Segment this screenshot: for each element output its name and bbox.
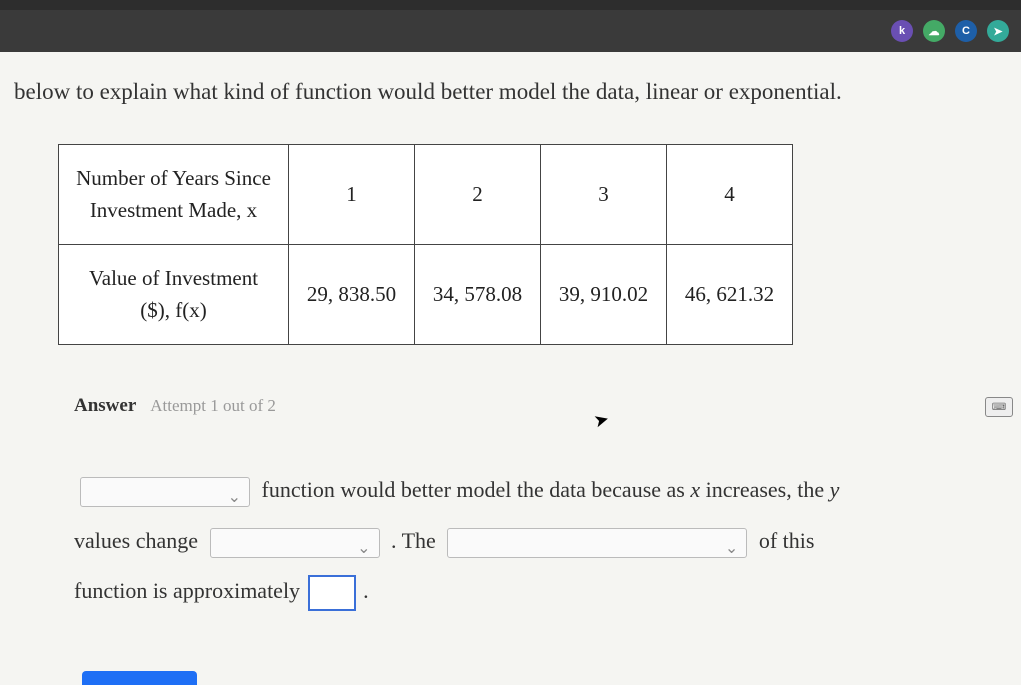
dropdown-function-type[interactable] — [80, 477, 250, 507]
fx-value-2: 34, 578.08 — [415, 245, 541, 345]
sentence-text: . The — [391, 528, 436, 553]
extension-icon-c[interactable]: C — [955, 20, 977, 42]
answer-section: Answer Attempt 1 out of 2 function would… — [74, 395, 1007, 617]
variable-x: x — [690, 477, 700, 502]
sentence-text: . — [363, 578, 369, 603]
attempt-counter: Attempt 1 out of 2 — [150, 396, 276, 415]
row-header-fx: Value of Investment ($), f(x) — [59, 245, 289, 345]
x-value-2: 2 — [415, 145, 541, 245]
page-content: below to explain what kind of function w… — [0, 52, 1021, 685]
fx-value-3: 39, 910.02 — [541, 245, 667, 345]
table-row: Number of Years Since Investment Made, x… — [59, 145, 793, 245]
sentence-text: values change — [74, 528, 198, 553]
x-value-1: 1 — [289, 145, 415, 245]
browser-chrome-top — [0, 0, 1021, 10]
extension-icon-cloud[interactable]: ☁ — [923, 20, 945, 42]
fx-value-1: 29, 838.50 — [289, 245, 415, 345]
fx-value-4: 46, 621.32 — [667, 245, 793, 345]
x-value-3: 3 — [541, 145, 667, 245]
row-header-x: Number of Years Since Investment Made, x — [59, 145, 289, 245]
x-value-4: 4 — [667, 145, 793, 245]
sentence-text: function is approximately — [74, 578, 300, 603]
sentence-text: function would better model the data bec… — [262, 477, 685, 502]
dropdown-change-type[interactable] — [210, 528, 380, 558]
table-row: Value of Investment ($), f(x) 29, 838.50… — [59, 245, 793, 345]
data-table: Number of Years Since Investment Made, x… — [58, 144, 793, 345]
answer-body: function would better model the data bec… — [74, 465, 1007, 617]
keyboard-icon[interactable]: ⌨ — [985, 397, 1013, 417]
extension-icon-arrow[interactable]: ➤ — [987, 20, 1009, 42]
numeric-input[interactable] — [308, 575, 356, 611]
sentence-text: of this — [759, 528, 815, 553]
extension-icon-k[interactable]: k — [891, 20, 913, 42]
answer-label: Answer — [74, 395, 136, 416]
problem-prompt: below to explain what kind of function w… — [14, 76, 1007, 108]
submit-button[interactable] — [82, 671, 197, 685]
variable-y: y — [830, 477, 840, 502]
sentence-text: increases, the — [706, 477, 825, 502]
browser-toolbar: k ☁ C ➤ — [0, 10, 1021, 52]
dropdown-property[interactable] — [447, 528, 747, 558]
